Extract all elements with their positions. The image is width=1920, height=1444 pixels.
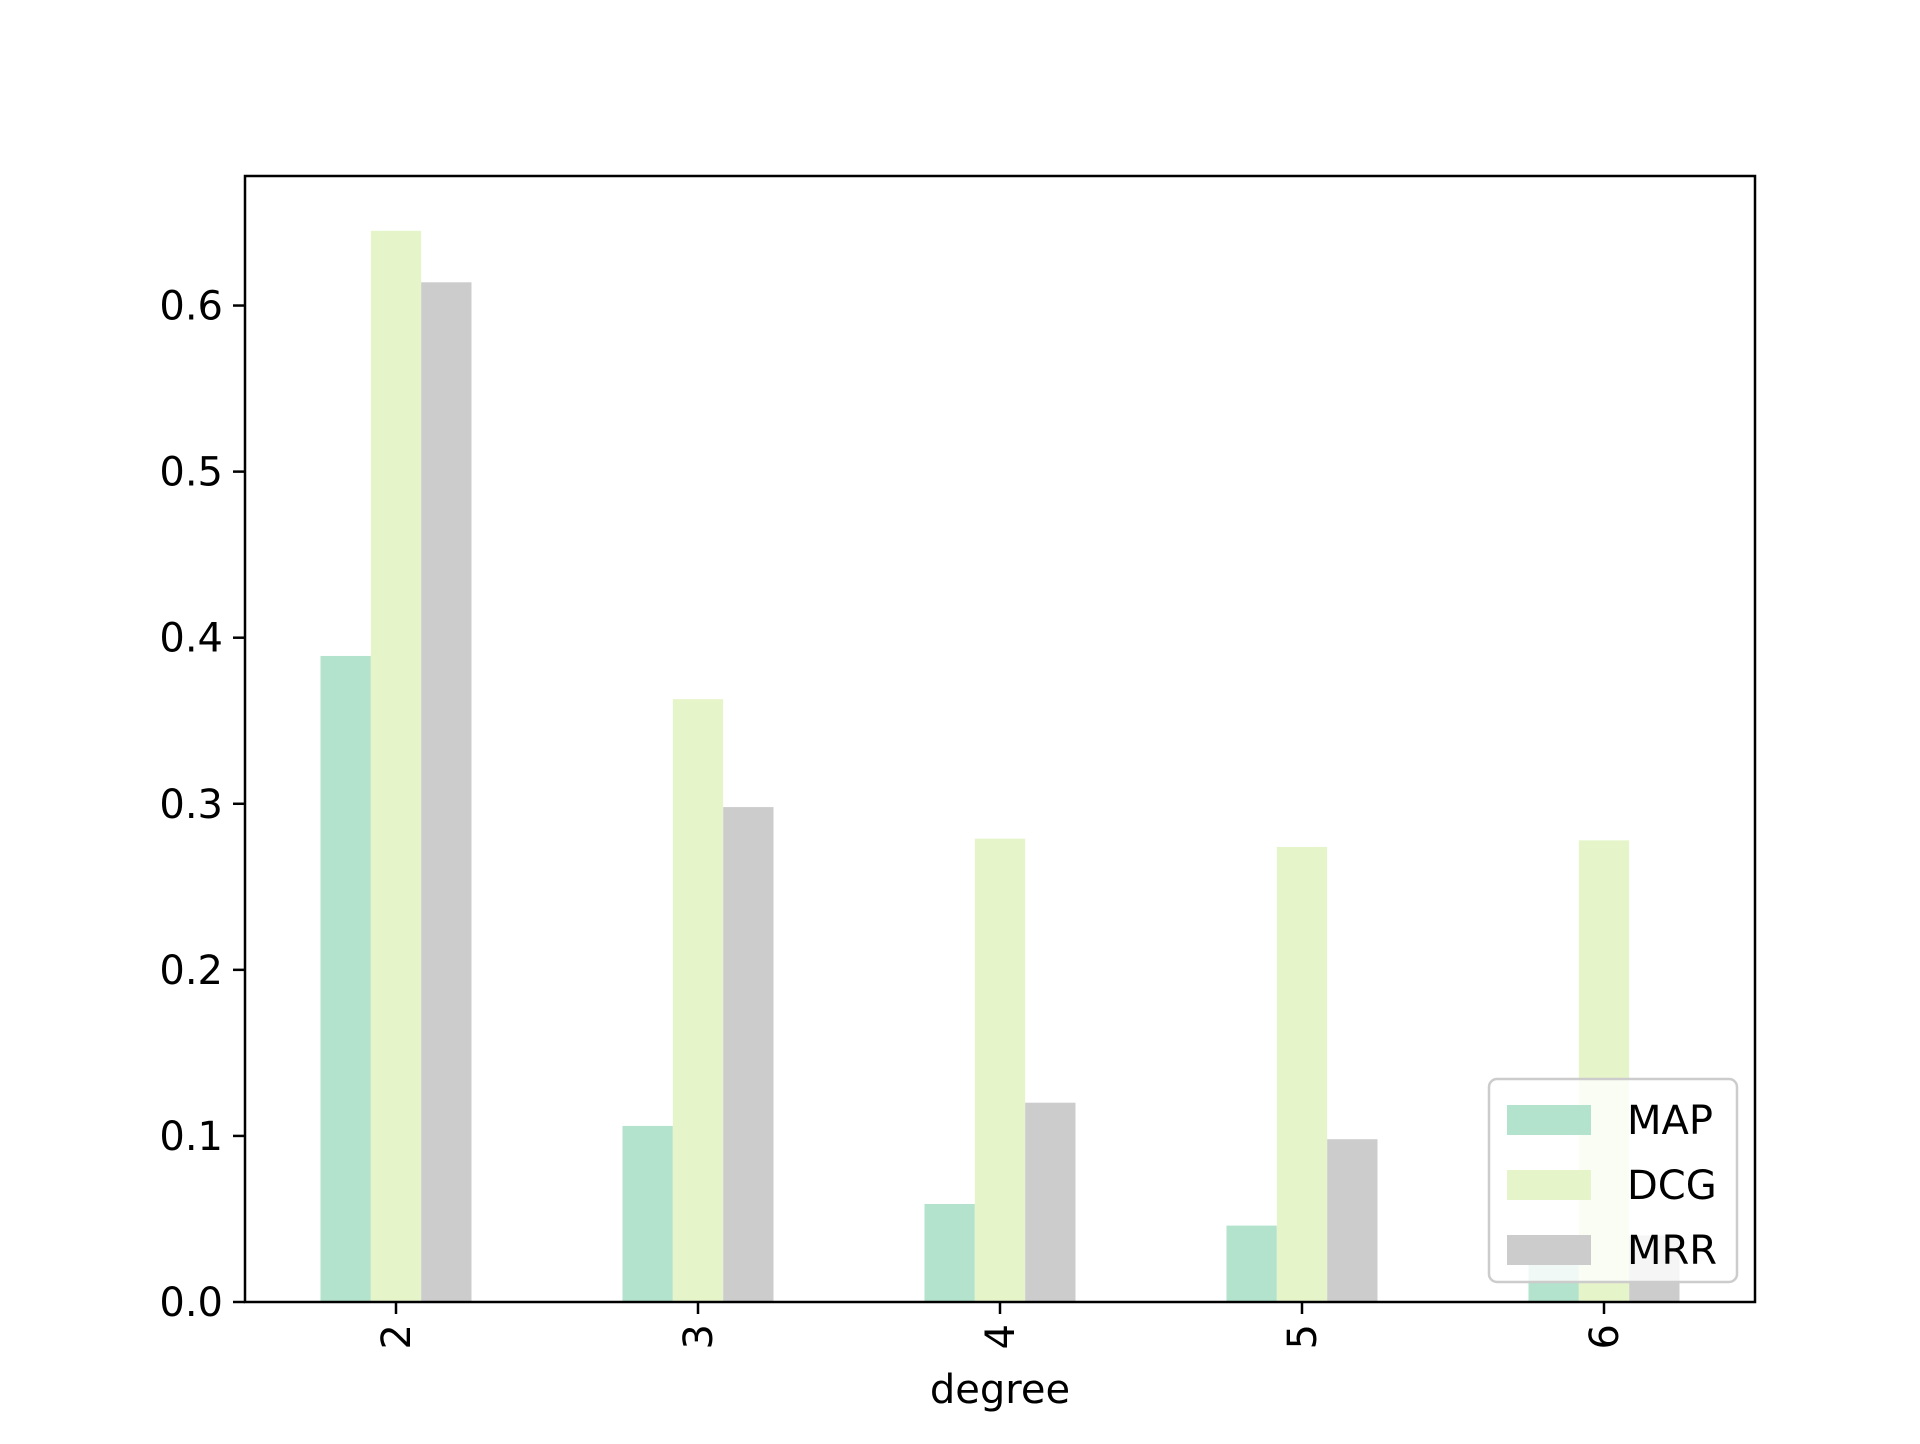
bars-layer (320, 230, 1680, 1303)
x-tick-label: 6 (1582, 1324, 1628, 1349)
x-tick-label: 2 (374, 1324, 420, 1349)
bar-mrr-2 (421, 282, 472, 1303)
y-tick-label: 0.5 (159, 450, 223, 496)
bar-dcg-4 (974, 838, 1026, 1302)
legend-swatch-map (1507, 1105, 1591, 1135)
legend-swatch-dcg (1507, 1170, 1591, 1200)
x-tick-label: 5 (1280, 1324, 1326, 1349)
y-tick-label: 0.0 (159, 1280, 223, 1326)
legend-label-dcg: DCG (1627, 1163, 1717, 1209)
y-tick-label: 0.6 (159, 284, 223, 330)
bar-map-4 (924, 1204, 975, 1302)
bar-map-5 (1226, 1225, 1277, 1302)
x-tick-label: 4 (978, 1324, 1024, 1349)
x-tick-label: 3 (676, 1324, 722, 1349)
y-tick-label: 0.2 (159, 948, 223, 994)
y-tick-label: 0.3 (159, 782, 223, 828)
bar-dcg-3 (672, 699, 724, 1302)
bar-map-2 (320, 655, 371, 1302)
bar-dcg-2 (370, 230, 422, 1303)
bar-dcg-5 (1276, 846, 1328, 1302)
bar-mrr-5 (1327, 1139, 1378, 1302)
legend: MAP DCG MRR (1487, 1077, 1739, 1284)
x-axis: 2 3 4 5 6 (374, 1302, 1628, 1349)
x-axis-label: degree (930, 1367, 1070, 1413)
bar-mrr-3 (723, 807, 774, 1302)
bar-map-3 (622, 1125, 673, 1302)
legend-label-mrr: MRR (1627, 1228, 1717, 1274)
y-tick-label: 0.1 (159, 1114, 223, 1160)
legend-label-map: MAP (1627, 1098, 1713, 1144)
legend-swatch-mrr (1507, 1235, 1591, 1265)
bar-mrr-4 (1025, 1102, 1076, 1302)
y-tick-label: 0.4 (159, 616, 223, 662)
y-axis: 0.0 0.1 0.2 0.3 0.4 0.5 0.6 (159, 284, 245, 1326)
